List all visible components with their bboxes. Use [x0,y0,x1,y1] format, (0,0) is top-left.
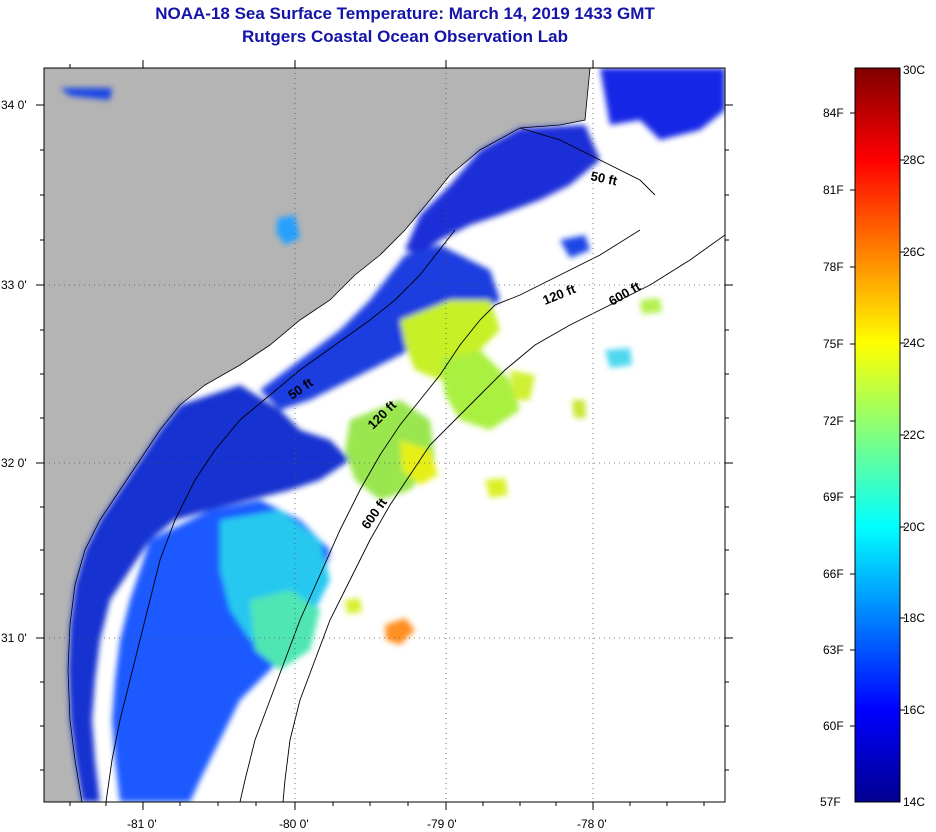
map-title: NOAA-18 Sea Surface Temperature: March 1… [155,4,655,23]
cb-c-14: 14C [903,795,925,809]
cb-f-78: 78F [823,260,844,274]
contour-120ft [239,229,641,802]
cb-f-84: 84F [823,106,844,120]
lat-label-31: 31 0' [1,631,27,645]
lat-label-34: 34 0' [1,98,27,112]
graticule [44,68,725,802]
cb-c-26: 26C [903,245,925,259]
cb-c-24: 24C [903,336,925,350]
lon-label-80: -80 0' [279,817,309,831]
map-border [43,67,726,803]
colorbar: 84F 81F 78F 75F 72F 69F 66F 63F 60F 57F … [820,63,925,809]
cb-f-69: 69F [823,490,844,504]
cb-c-22: 22C [903,428,925,442]
cb-f-72: 72F [823,414,844,428]
cb-c-16: 16C [903,703,925,717]
land-mass [44,68,590,802]
map-panel: 50 ft 120 ft 600 ft 50 ft 120 ft 600 ft [44,68,725,802]
colorbar-ticks [850,112,905,727]
lon-label-79: -79 0' [427,817,457,831]
cb-f-57: 57F [820,795,841,809]
lon-label-78: -78 0' [577,817,607,831]
map-subtitle: Rutgers Coastal Ocean Observation Lab [242,27,568,46]
lat-label-33: 33 0' [1,278,27,292]
cb-c-20: 20C [903,520,925,534]
colorbar-ramp [854,67,901,803]
cb-f-81: 81F [823,183,844,197]
axis-ticks [36,60,733,810]
cb-c-28: 28C [903,153,925,167]
contour-label-50ft-north: 50 ft [589,168,619,188]
cb-f-75: 75F [823,337,844,351]
contour-600ft [282,234,725,802]
cb-f-66: 66F [823,567,844,581]
cb-c-18: 18C [903,611,925,625]
lon-label-81: -81 0' [127,817,157,831]
lat-label-32: 32 0' [1,456,27,470]
cb-f-63: 63F [823,643,844,657]
contour-50ft [105,127,656,802]
cb-f-60: 60F [823,719,844,733]
coastline [67,68,591,802]
cb-c-30: 30C [903,63,925,77]
